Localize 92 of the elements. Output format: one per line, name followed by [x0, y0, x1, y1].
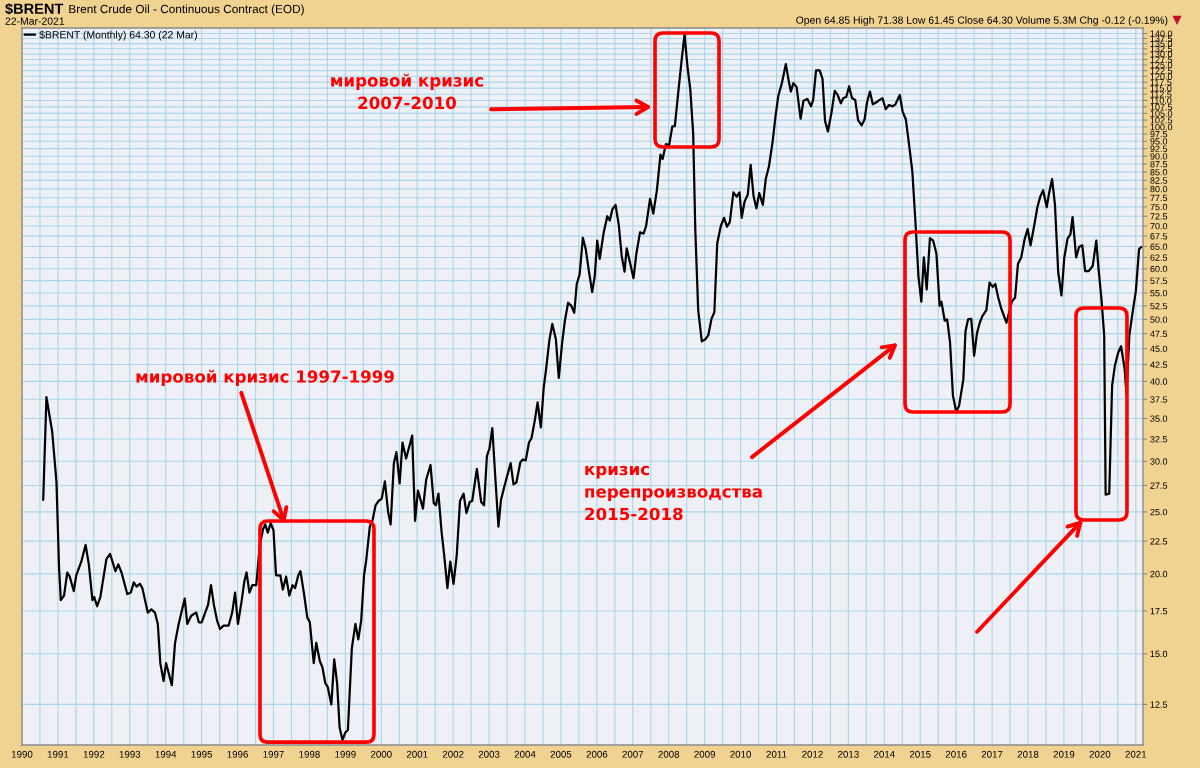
y-tick-label: 75.0	[1150, 203, 1168, 211]
y-tick-label: 112.5	[1150, 91, 1172, 98]
y-tick-label: 95.0	[1150, 138, 1168, 145]
y-tick-label: 12.5	[1150, 701, 1168, 708]
annotation: мировой кризис 2007-2010	[331, 73, 483, 110]
y-tick-label: 45.0	[1150, 345, 1168, 353]
y-tick-label: 22.5	[1150, 538, 1168, 545]
y-tick-label: 30.0	[1150, 458, 1168, 465]
y-tick-label: 105.0	[1150, 110, 1173, 117]
x-tick-label: 2021	[1125, 750, 1147, 758]
y-tick-label: 115.0	[1150, 85, 1172, 92]
y-tick-label: 50.0	[1150, 316, 1168, 323]
x-tick-label: 2008	[658, 750, 680, 758]
x-tick-label: 1996	[227, 750, 248, 758]
x-tick-label: 2019	[1053, 750, 1075, 758]
y-tick-label: 52.5	[1150, 302, 1168, 310]
y-tick-label: 67.5	[1150, 233, 1168, 240]
x-tick-label: 2002	[442, 750, 464, 758]
y-tick-label: 62.5	[1150, 254, 1168, 261]
x-tick-label: 2000	[370, 750, 392, 758]
y-tick-label: 77.5	[1150, 194, 1168, 202]
x-tick-label: 2009	[694, 750, 716, 758]
x-tick-label: 1991	[47, 750, 69, 758]
y-tick-label: 117.5	[1150, 79, 1172, 86]
y-tick-label: 132.5	[1150, 45, 1173, 53]
y-tick-label: 125.0	[1150, 61, 1173, 69]
y-tick-label: 127.5	[1150, 56, 1173, 63]
y-tick-label: 37.5	[1150, 396, 1168, 403]
y-tick-label: 97.5	[1150, 130, 1168, 138]
x-tick-label: 2006	[586, 750, 608, 758]
x-tick-label: 2015	[909, 750, 931, 758]
annotation: кризис перепроизводства 2015-2018	[585, 465, 762, 521]
y-tick-label: 32.5	[1150, 436, 1168, 443]
y-tick-label: 140.0	[1150, 30, 1173, 37]
y-tick-label: 47.5	[1150, 330, 1168, 338]
y-tick-label: 40.0	[1150, 378, 1168, 385]
x-tick-label: 1992	[83, 750, 105, 758]
x-tick-label: 2003	[478, 750, 500, 758]
x-tick-label: 2018	[1017, 750, 1039, 758]
y-tick-label: 107.5	[1150, 103, 1173, 111]
y-tick-label: 100.0	[1150, 123, 1173, 131]
y-tick-label: 92.5	[1150, 145, 1168, 152]
y-tick-label: 57.5	[1150, 277, 1168, 284]
x-tick-label: 2020	[1089, 750, 1111, 758]
y-tick-label: 80.0	[1150, 185, 1168, 193]
x-tick-label: 2001	[406, 750, 428, 758]
annotation: мировой кризис 1997-1999	[136, 369, 394, 387]
y-tick-label: 82.5	[1150, 177, 1168, 184]
y-tick-label: 15.0	[1150, 650, 1168, 658]
y-tick-label: 130.0	[1150, 51, 1173, 58]
y-tick-label: 102.5	[1150, 117, 1173, 124]
y-tick-label: 17.5	[1150, 608, 1168, 615]
y-tick-label: 65.0	[1150, 243, 1168, 250]
y-tick-label: 122.5	[1150, 67, 1173, 74]
x-tick-label: 1994	[155, 750, 177, 758]
text: 22-Mar-2021	[5, 17, 65, 25]
x-tick-label: 2010	[730, 750, 752, 758]
y-tick-label: 137.5	[1150, 35, 1173, 42]
y-tick-label: 60.0	[1150, 265, 1168, 273]
y-tick-label: 110.0	[1150, 97, 1172, 104]
chart-subtitle: Brent Crude Oil - Continuous Contract (EOD)	[69, 4, 304, 16]
x-tick-label: 1998	[299, 750, 320, 758]
y-tick-label: 85.0	[1150, 169, 1168, 176]
x-tick-label: 2012	[802, 750, 823, 758]
x-tick-label: 1993	[119, 750, 141, 758]
y-tick-label: 42.5	[1150, 361, 1168, 368]
y-tick-label: 135.0	[1150, 40, 1173, 47]
x-tick-label: 2013	[838, 750, 859, 758]
y-tick-label: 35.0	[1150, 415, 1168, 422]
x-tick-label: 1997	[263, 750, 284, 758]
x-tick-label: 2004	[514, 750, 536, 758]
x-tick-label: 2017	[981, 750, 1003, 758]
x-tick-label: 2007	[622, 750, 644, 758]
x-tick-label: 2014	[873, 750, 895, 758]
x-tick-label: 2005	[550, 750, 572, 758]
x-tick-label: 2011	[766, 750, 787, 758]
x-tick-label: 1990	[11, 750, 33, 758]
y-tick-label: 90.0	[1150, 153, 1168, 160]
legend-label: $BRENT (Monthly) 64.30 (22 Mar)	[39, 30, 197, 41]
y-tick-label: 20.0	[1150, 570, 1168, 578]
x-tick-label: 2016	[945, 750, 967, 758]
text: Open 64.85 High 71.38 Low 61.45 Close 64.30 Volume 5.3M Chg -0.12 (-0.19%)	[796, 16, 1168, 26]
y-tick-label: 120.0	[1150, 73, 1173, 80]
y-tick-label: 25.0	[1150, 508, 1168, 516]
x-tick-label: 1995	[191, 750, 213, 758]
y-tick-label: 55.0	[1150, 289, 1168, 297]
y-tick-label: 72.5	[1150, 213, 1168, 220]
chart-title: $BRENT	[5, 2, 64, 15]
x-tick-label: 1999	[335, 750, 356, 758]
y-tick-label: 27.5	[1150, 482, 1168, 489]
y-tick-label: 70.0	[1150, 222, 1168, 230]
y-tick-label: 87.5	[1150, 160, 1168, 168]
